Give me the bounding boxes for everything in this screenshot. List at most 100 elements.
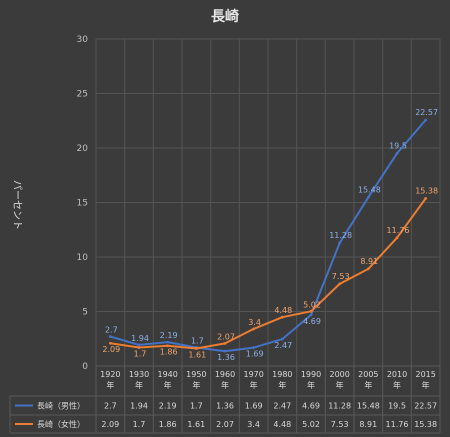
- table-cell: 1.61: [187, 420, 205, 429]
- x-tick-label: 1970 年: [243, 370, 263, 390]
- data-label: 2.07: [217, 332, 235, 341]
- data-point: [366, 267, 370, 271]
- table-cell: 1.69: [245, 402, 263, 411]
- y-tick-label: 25: [77, 90, 88, 100]
- data-point: [424, 118, 428, 122]
- table-cell: 2.19: [159, 402, 177, 411]
- series-lines: [108, 118, 428, 353]
- data-point: [223, 349, 227, 353]
- x-tick-label: 1920 年: [100, 370, 120, 390]
- data-label: 5.02: [303, 300, 321, 309]
- table-cell: 19.5: [388, 402, 406, 411]
- data-point: [395, 236, 399, 240]
- data-point: [309, 313, 313, 317]
- table-cell: 2.47: [273, 402, 291, 411]
- table-cell: 22.57: [414, 402, 437, 411]
- table-cell: 11.76: [386, 420, 409, 429]
- data-table: 1920 年 1930 年 1940 年 1950 年 1960 年 1970 年 1980 年 1990 年…: [9, 365, 441, 434]
- data-label: 1.61: [188, 350, 206, 359]
- y-tick-label: 0: [82, 362, 88, 372]
- data-label: 1.7: [134, 349, 147, 358]
- data-label: 2.09: [102, 345, 120, 354]
- data-point: [137, 343, 141, 347]
- x-tick-label: 1960 年: [215, 370, 235, 390]
- table-cell: 5.02: [302, 420, 320, 429]
- data-point: [309, 309, 313, 313]
- x-tick-label: 1990 年: [301, 370, 321, 390]
- data-point: [108, 335, 112, 338]
- table-cell: 2.07: [216, 420, 234, 429]
- x-tick-label: 1980 年: [272, 370, 292, 390]
- data-label: 1.69: [246, 350, 264, 359]
- data-label: 8.91: [360, 257, 378, 266]
- data-point: [338, 241, 342, 245]
- table-cell: 2.7: [104, 402, 117, 411]
- data-point: [166, 340, 170, 344]
- data-point: [366, 195, 370, 199]
- table-cell: 7.53: [331, 420, 349, 429]
- table-cell: 8.91: [359, 420, 377, 429]
- data-point: [137, 346, 141, 349]
- table-cell: 4.69: [302, 402, 320, 411]
- x-tick-label: 1940 年: [157, 370, 177, 390]
- table-cell: 2.09: [101, 420, 119, 429]
- y-tick-label: 5: [82, 308, 88, 318]
- table-cell: 1.7: [133, 420, 146, 429]
- data-point: [424, 196, 428, 200]
- y-tick-label: 30: [77, 35, 89, 45]
- x-tick-label: 2010 年: [387, 370, 407, 390]
- x-tick-label: 2005 年: [358, 370, 378, 390]
- legend-entry: 長崎（男性）: [37, 401, 85, 411]
- data-label: 1.94: [131, 334, 149, 343]
- x-tick-label: 2000 年: [329, 370, 349, 390]
- data-point: [280, 337, 284, 341]
- x-tick-label: 1930 年: [129, 370, 149, 390]
- data-point: [223, 342, 227, 345]
- data-label: 1.86: [160, 348, 178, 357]
- data-label: 2.7: [105, 326, 118, 335]
- chart-title: 長崎: [211, 8, 239, 25]
- data-label: 4.69: [303, 317, 321, 326]
- data-label: 4.48: [274, 306, 292, 315]
- data-labels: 2.7 1.94 2.19 1.7 1.36 1.69 2.47 4.69 11.28 15.48…: [102, 108, 438, 362]
- data-point: [280, 315, 284, 319]
- table-cell: 1.94: [130, 402, 148, 411]
- data-label: 3.4: [248, 318, 261, 327]
- data-label: 15.38: [415, 186, 438, 195]
- table-cell: 1.36: [216, 402, 234, 411]
- data-label: 1.7: [191, 336, 204, 345]
- data-label: 11.76: [387, 226, 410, 235]
- data-point: [166, 344, 170, 348]
- data-label: 15.48: [358, 185, 381, 194]
- series-line: [110, 197, 427, 350]
- data-label: 2.47: [274, 341, 292, 350]
- table-cell: 1.7: [190, 402, 203, 411]
- table-cell: 11.28: [328, 402, 351, 411]
- table-cell: 15.38: [414, 420, 437, 429]
- legend-entry: 長崎（女性）: [37, 419, 85, 429]
- y-tick-label: 10: [77, 253, 89, 263]
- y-tick-label: 20: [77, 144, 89, 154]
- gridlines: [95, 38, 441, 367]
- x-tick-label: 1950 年: [186, 370, 206, 390]
- table-cell: 4.48: [273, 420, 291, 429]
- data-label: 11.28: [329, 231, 352, 240]
- data-label: 22.57: [415, 108, 438, 117]
- data-point: [338, 282, 342, 286]
- data-point: [252, 327, 256, 331]
- data-point: [252, 346, 256, 349]
- table-cell: 15.48: [357, 402, 380, 411]
- series-line: [110, 119, 427, 353]
- y-axis-label: パーセント: [11, 180, 23, 230]
- x-tick-label: 2015 年: [415, 370, 435, 390]
- data-point: [395, 152, 399, 155]
- data-point: [194, 347, 198, 350]
- data-label: 7.53: [332, 272, 350, 281]
- y-tick-label: 15: [77, 199, 88, 209]
- table-cell: 1.86: [159, 420, 177, 429]
- data-label: 2.19: [160, 331, 178, 340]
- data-label: 1.36: [217, 353, 235, 362]
- table-cell: 3.4: [247, 420, 260, 429]
- data-point: [108, 341, 112, 345]
